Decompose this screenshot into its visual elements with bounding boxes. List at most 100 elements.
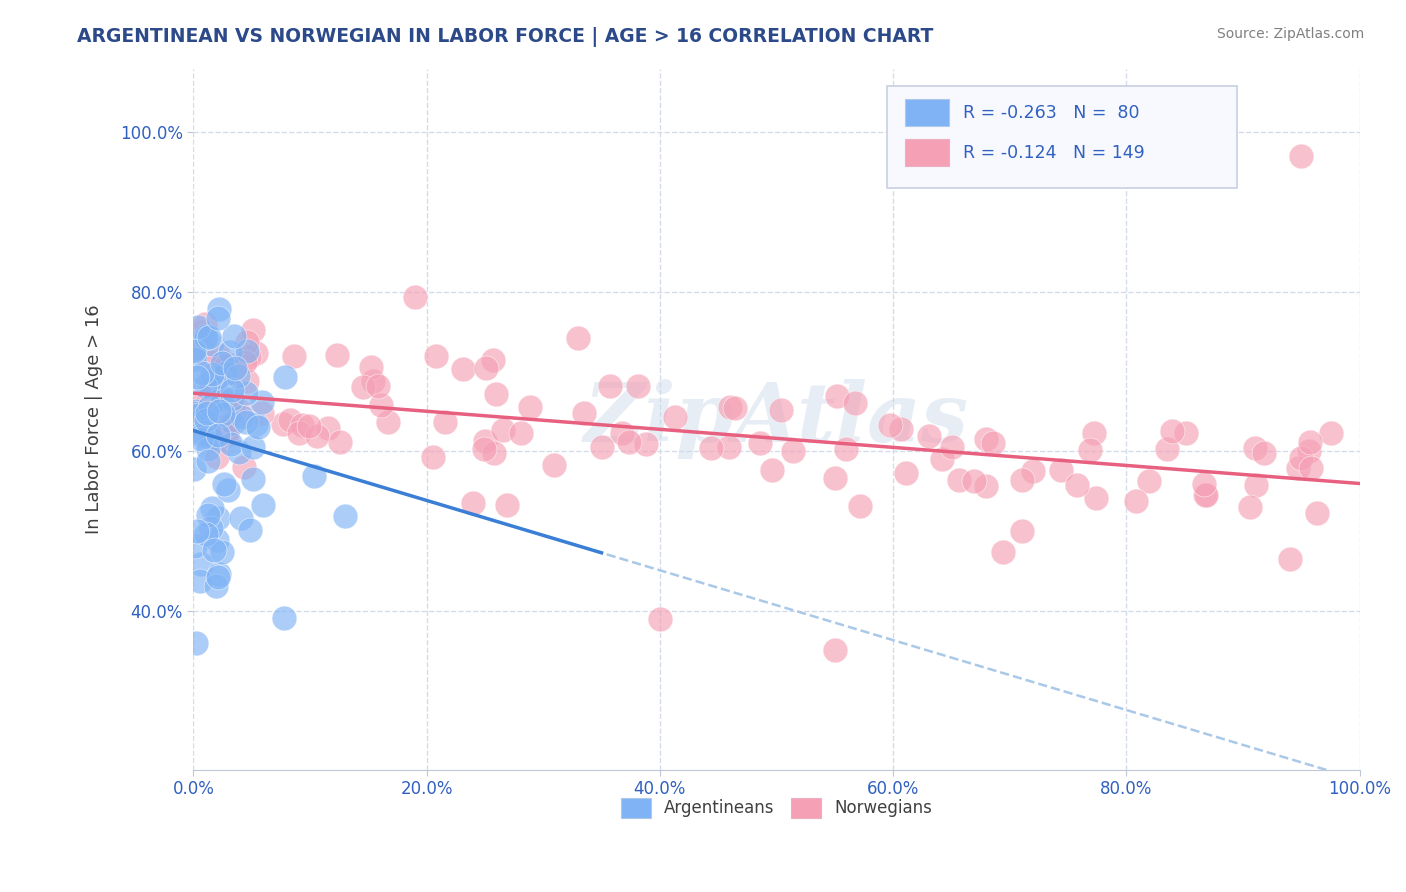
Point bbox=[219, 437, 242, 451]
Point bbox=[208, 302, 231, 317]
Point bbox=[761, 462, 783, 476]
Point bbox=[184, 351, 207, 366]
Point bbox=[492, 424, 515, 438]
Point bbox=[484, 445, 506, 459]
Point bbox=[195, 527, 218, 541]
Point bbox=[238, 350, 260, 364]
Point bbox=[198, 421, 221, 435]
Point bbox=[1289, 149, 1312, 163]
Point bbox=[1066, 478, 1088, 492]
Point bbox=[422, 450, 444, 465]
Point bbox=[291, 418, 314, 433]
Point bbox=[879, 418, 901, 433]
Point bbox=[211, 356, 233, 370]
Point bbox=[207, 570, 229, 584]
Point bbox=[186, 636, 208, 650]
Point bbox=[205, 450, 228, 464]
Point bbox=[231, 409, 253, 424]
Point bbox=[1161, 424, 1184, 438]
Point bbox=[191, 412, 214, 426]
Point bbox=[1125, 493, 1147, 508]
Point bbox=[433, 416, 456, 430]
Point bbox=[197, 330, 219, 344]
Point bbox=[190, 557, 212, 571]
Text: R = -0.124   N = 149: R = -0.124 N = 149 bbox=[963, 144, 1144, 161]
Point bbox=[191, 428, 214, 442]
Point bbox=[200, 380, 222, 394]
Point bbox=[202, 542, 225, 557]
Point bbox=[825, 389, 848, 403]
Point bbox=[302, 469, 325, 483]
Point bbox=[245, 417, 267, 431]
Point bbox=[974, 432, 997, 446]
Point bbox=[187, 409, 209, 423]
Point bbox=[352, 380, 374, 394]
Point bbox=[204, 394, 226, 409]
Point bbox=[215, 359, 238, 374]
Point bbox=[214, 366, 236, 380]
Point bbox=[485, 387, 508, 401]
Point bbox=[211, 390, 233, 404]
Point bbox=[283, 349, 305, 363]
Point bbox=[221, 392, 243, 406]
Point bbox=[235, 386, 257, 401]
Point bbox=[700, 441, 723, 455]
Point bbox=[718, 400, 741, 414]
Point bbox=[1175, 425, 1198, 440]
Point bbox=[201, 337, 224, 351]
Point bbox=[193, 392, 215, 407]
Point bbox=[1286, 461, 1309, 475]
Point bbox=[974, 479, 997, 493]
Point bbox=[247, 420, 270, 434]
Y-axis label: In Labor Force | Age > 16: In Labor Force | Age > 16 bbox=[86, 304, 103, 534]
Point bbox=[918, 428, 941, 442]
Point bbox=[197, 508, 219, 522]
Point bbox=[1291, 451, 1313, 466]
Point bbox=[495, 498, 517, 512]
Point bbox=[207, 404, 229, 418]
Point bbox=[894, 467, 917, 481]
Point bbox=[326, 348, 349, 362]
Point bbox=[405, 290, 427, 304]
Point bbox=[474, 434, 496, 449]
Point bbox=[1156, 442, 1178, 457]
Point bbox=[1239, 500, 1261, 514]
Point bbox=[824, 471, 846, 485]
Point bbox=[273, 370, 295, 384]
Point bbox=[211, 407, 233, 421]
Point bbox=[195, 329, 218, 343]
Point bbox=[236, 343, 259, 358]
Point bbox=[195, 331, 218, 345]
Point bbox=[232, 459, 254, 474]
Point bbox=[188, 574, 211, 588]
Point bbox=[236, 374, 259, 388]
Point bbox=[1194, 488, 1216, 502]
Point bbox=[183, 462, 205, 476]
Point bbox=[844, 396, 866, 410]
Point bbox=[219, 345, 242, 359]
Point bbox=[190, 325, 212, 339]
Point bbox=[183, 344, 205, 359]
Point bbox=[288, 425, 311, 440]
Point bbox=[215, 428, 238, 442]
Point bbox=[835, 442, 858, 456]
Point bbox=[250, 395, 273, 409]
Point bbox=[183, 406, 205, 420]
Point bbox=[200, 375, 222, 389]
Point bbox=[221, 383, 243, 397]
Point bbox=[211, 544, 233, 558]
Point bbox=[187, 320, 209, 334]
Point bbox=[610, 426, 633, 441]
Point bbox=[194, 379, 217, 393]
Point bbox=[318, 421, 340, 435]
Point bbox=[377, 416, 399, 430]
Text: ARGENTINEAN VS NORWEGIAN IN LABOR FORCE | AGE > 16 CORRELATION CHART: ARGENTINEAN VS NORWEGIAN IN LABOR FORCE … bbox=[77, 27, 934, 46]
Point bbox=[215, 426, 238, 441]
Point bbox=[510, 425, 533, 440]
Point bbox=[202, 373, 225, 387]
Point bbox=[224, 404, 246, 418]
Text: ZipAtlas: ZipAtlas bbox=[583, 379, 969, 459]
Point bbox=[367, 379, 389, 393]
Point bbox=[229, 404, 252, 418]
Point bbox=[1244, 478, 1267, 492]
